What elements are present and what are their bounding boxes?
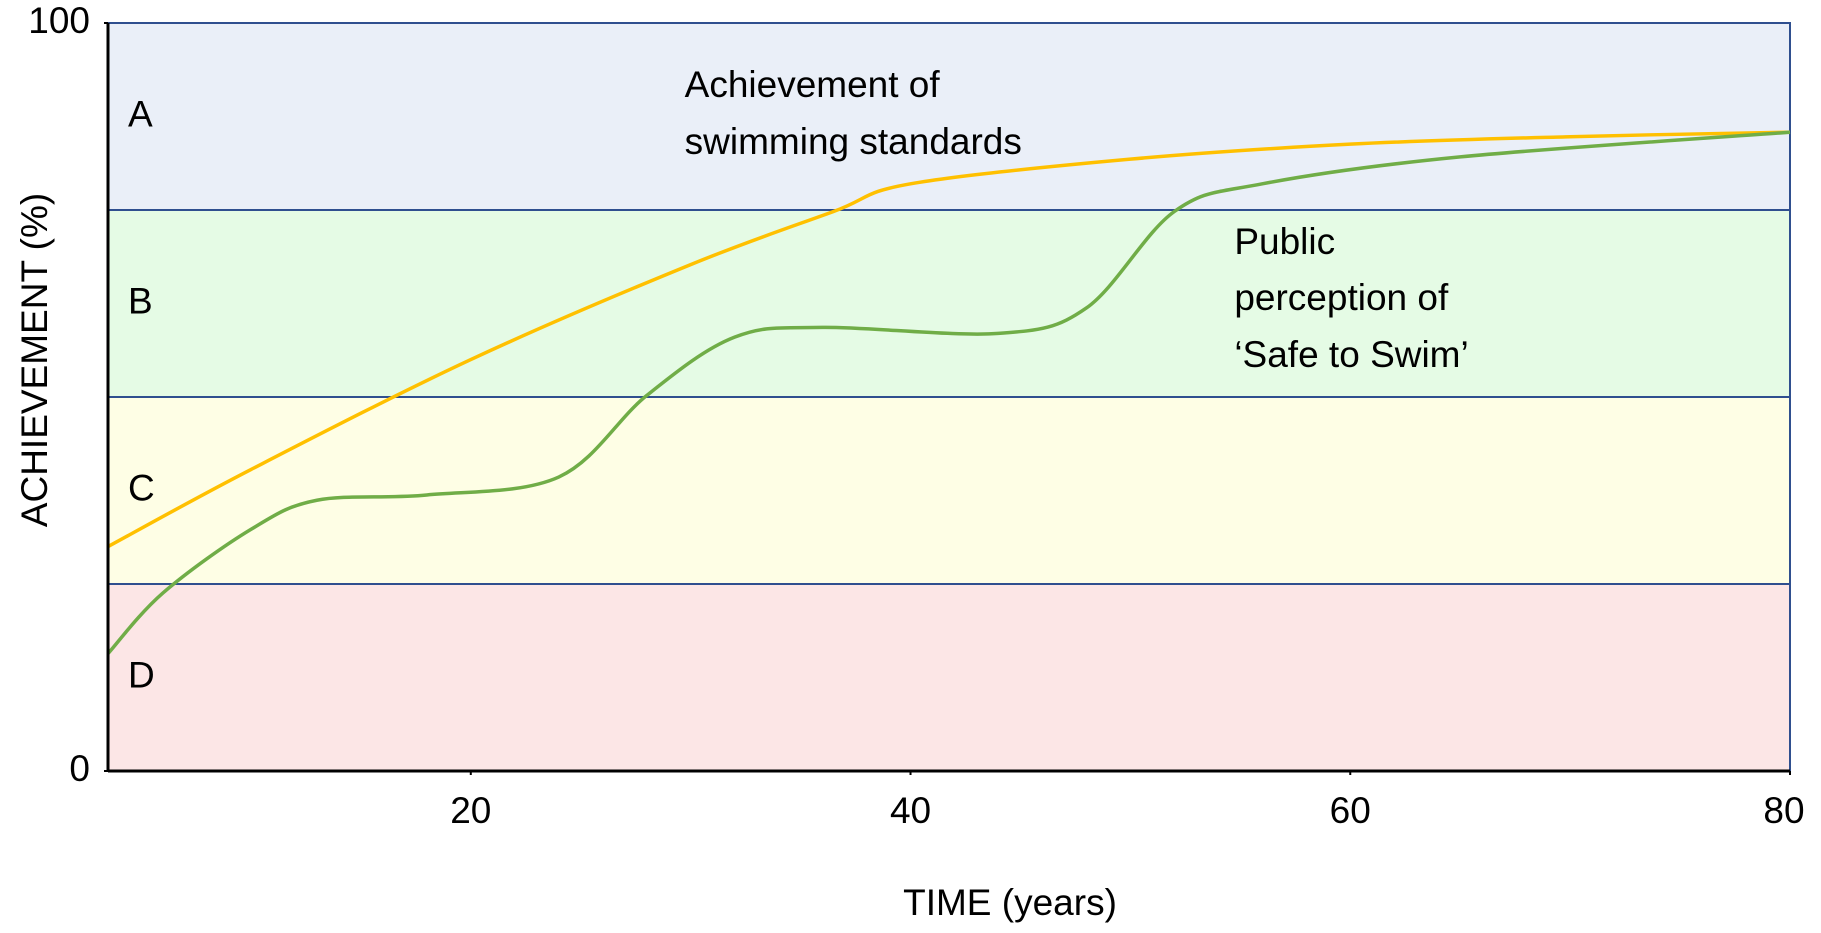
line	[106, 130, 1791, 655]
band	[107, 209, 1791, 398]
annotation: ‘Safe to Swim’	[1234, 334, 1468, 375]
band-label: C	[128, 467, 155, 508]
y-tick-label: 0	[69, 748, 90, 789]
band	[107, 22, 1791, 211]
y-axis-label: ACHIEVEMENT (%)	[14, 193, 55, 527]
x-tick-label: 20	[450, 790, 491, 831]
band-label: D	[128, 654, 155, 695]
band	[107, 583, 1791, 772]
band-label: B	[128, 280, 153, 321]
annotation: swimming standards	[685, 121, 1022, 162]
y-tick-label: 100	[28, 0, 90, 41]
x-tick-label: 60	[1330, 790, 1371, 831]
annotation: Achievement of	[685, 64, 941, 105]
x-tick-label: 80	[1763, 790, 1804, 831]
annotation: perception of	[1234, 277, 1449, 318]
x-axis-label: TIME (years)	[903, 882, 1117, 923]
band-label: A	[128, 93, 153, 134]
line	[107, 130, 1791, 549]
band	[107, 396, 1791, 585]
annotation: Public	[1234, 221, 1335, 262]
x-tick-label: 40	[890, 790, 931, 831]
